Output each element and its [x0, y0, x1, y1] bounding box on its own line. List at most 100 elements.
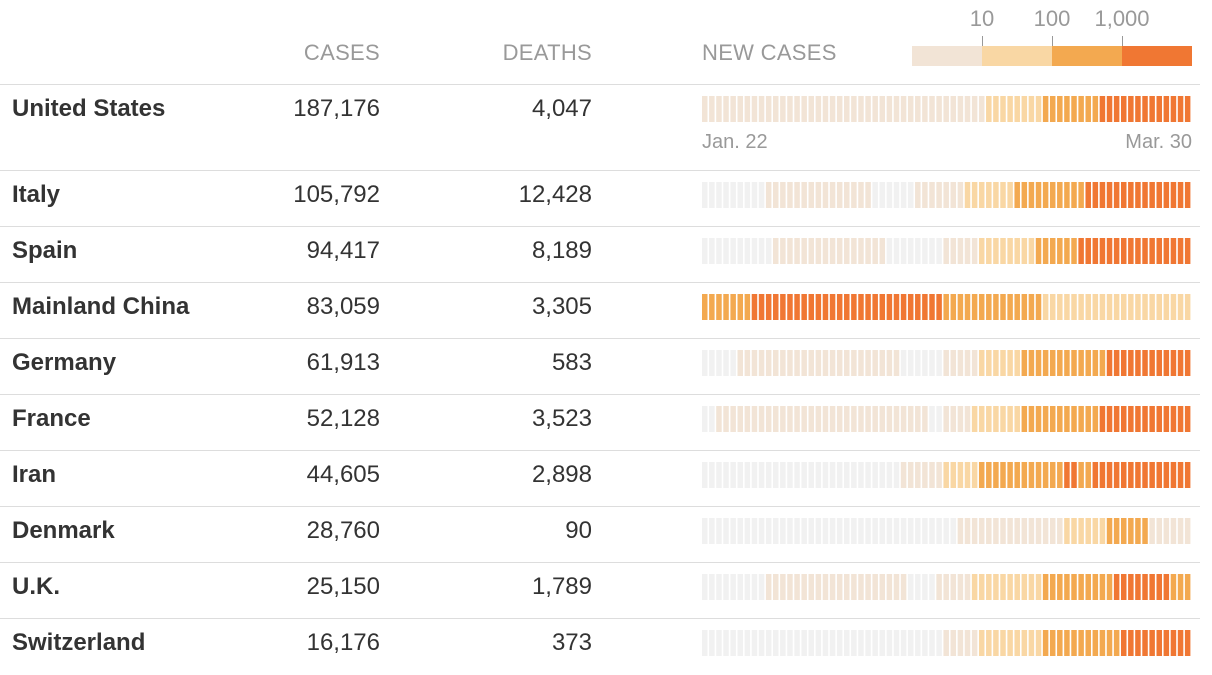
day-cell	[986, 630, 992, 656]
day-cell	[936, 294, 942, 320]
day-cell	[1177, 574, 1184, 600]
day-cell	[907, 350, 914, 376]
day-cell	[1156, 294, 1162, 320]
new-cases-strip	[702, 462, 1191, 488]
day-cell	[709, 574, 715, 600]
day-cell	[716, 182, 722, 208]
day-cell	[1092, 238, 1099, 264]
day-cell	[1120, 518, 1127, 544]
day-cell	[1085, 350, 1091, 376]
day-cell	[1035, 96, 1042, 122]
day-cell	[794, 630, 800, 656]
day-cell	[1135, 406, 1141, 432]
day-cell	[1142, 294, 1148, 320]
day-cell	[822, 294, 829, 320]
day-cell	[730, 518, 736, 544]
day-cell	[1177, 630, 1184, 656]
day-cell	[765, 350, 772, 376]
day-cell	[709, 350, 715, 376]
day-cell	[765, 574, 772, 600]
day-cell	[744, 630, 751, 656]
deaths-value: 3,305	[531, 293, 592, 320]
day-cell	[1113, 574, 1120, 600]
day-cell	[836, 518, 843, 544]
day-cell	[730, 182, 736, 208]
day-cell	[865, 182, 871, 208]
day-cell	[1149, 182, 1155, 208]
day-cell	[1014, 182, 1020, 208]
day-cell	[993, 406, 999, 432]
day-cell	[836, 294, 843, 320]
day-cell	[702, 630, 708, 656]
day-cell	[1021, 238, 1028, 264]
day-cell	[801, 518, 807, 544]
day-cell	[1042, 238, 1049, 264]
day-cell	[744, 238, 751, 264]
day-cell	[773, 630, 779, 656]
day-cell	[1028, 518, 1035, 544]
day-cell	[1177, 294, 1184, 320]
day-cell	[1142, 462, 1148, 488]
day-cell	[765, 96, 772, 122]
day-cell	[1128, 182, 1134, 208]
day-cell	[964, 182, 971, 208]
table-row: Spain 94,417 8,189	[0, 226, 1200, 283]
day-cell	[723, 630, 729, 656]
day-cell	[815, 574, 822, 600]
day-cell	[1170, 574, 1177, 600]
day-cell	[709, 238, 715, 264]
day-cell	[950, 182, 957, 208]
day-cell	[822, 350, 829, 376]
day-cell	[1064, 574, 1070, 600]
day-cell	[1021, 630, 1028, 656]
day-cell	[1049, 518, 1056, 544]
day-cell	[716, 350, 722, 376]
day-cell	[1177, 406, 1184, 432]
day-cell	[929, 518, 935, 544]
day-cell	[1035, 630, 1042, 656]
day-cell	[943, 96, 949, 122]
legend-tick	[1052, 36, 1053, 46]
day-cell	[1092, 350, 1099, 376]
day-cell	[893, 238, 900, 264]
day-cell	[1049, 630, 1056, 656]
day-cell	[851, 462, 857, 488]
day-cell	[978, 294, 985, 320]
day-cell	[730, 238, 736, 264]
day-cell	[1170, 518, 1177, 544]
day-cell	[1106, 294, 1113, 320]
day-cell	[1007, 574, 1013, 600]
day-cell	[964, 96, 971, 122]
day-cell	[836, 574, 843, 600]
day-cell	[765, 182, 772, 208]
day-cell	[1120, 182, 1127, 208]
cases-column-header: CASES	[303, 40, 380, 65]
legend-swatch-1	[982, 46, 1052, 66]
new-cases-strip	[702, 294, 1191, 320]
day-cell	[737, 96, 744, 122]
legend-tick	[982, 36, 983, 46]
day-cell	[893, 350, 900, 376]
day-cell	[1170, 238, 1177, 264]
day-cell	[808, 462, 815, 488]
day-cell	[1021, 350, 1028, 376]
day-cell	[907, 518, 914, 544]
day-cell	[900, 350, 907, 376]
day-cell	[1170, 630, 1177, 656]
day-cell	[922, 294, 928, 320]
day-cell	[1099, 238, 1106, 264]
day-cell	[1149, 630, 1155, 656]
day-cell	[780, 406, 786, 432]
day-cell	[1064, 462, 1070, 488]
day-cell	[1014, 238, 1020, 264]
day-cell	[1177, 350, 1184, 376]
day-cell	[815, 462, 822, 488]
day-cell	[1071, 238, 1077, 264]
day-cell	[758, 462, 765, 488]
day-cell	[744, 350, 751, 376]
day-cell	[794, 238, 800, 264]
day-cell	[723, 182, 729, 208]
day-cell	[1156, 518, 1162, 544]
day-cell	[907, 462, 914, 488]
day-cell	[943, 294, 949, 320]
